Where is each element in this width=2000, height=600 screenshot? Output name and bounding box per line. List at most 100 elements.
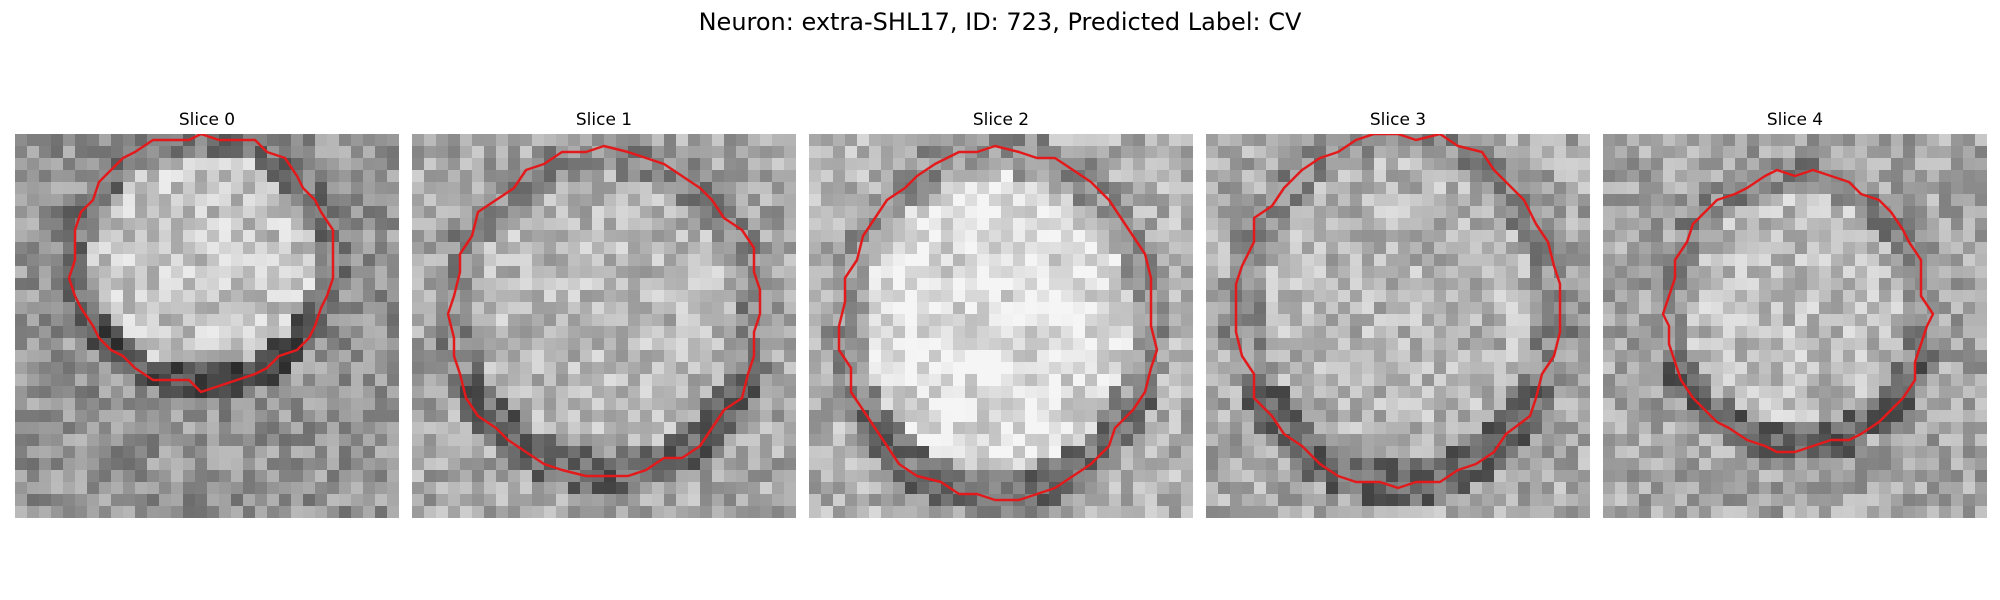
pixel-cell: [375, 338, 388, 351]
pixel-cell: [1434, 314, 1447, 327]
pixel-cell: [1314, 434, 1327, 447]
slice-image-1: [412, 134, 796, 518]
pixel-cell: [905, 446, 918, 459]
pixel-cell: [1350, 506, 1363, 518]
pixel-cell: [676, 146, 689, 159]
pixel-cell: [460, 194, 473, 207]
pixel-cell: [1518, 158, 1531, 171]
pixel-cell: [1530, 158, 1543, 171]
pixel-cell: [339, 494, 352, 507]
pixel-cell: [1939, 242, 1952, 255]
pixel-cell: [147, 230, 160, 243]
pixel-cell: [363, 338, 376, 351]
pixel-cell: [412, 506, 425, 518]
pixel-cell: [15, 386, 28, 399]
pixel-cell: [1554, 422, 1567, 435]
pixel-cell: [1398, 146, 1411, 159]
pixel-cell: [1133, 134, 1146, 147]
pixel-cell: [39, 338, 52, 351]
pixel-cell: [1819, 362, 1832, 375]
pixel-cell: [1025, 182, 1038, 195]
pixel-cell: [291, 410, 304, 423]
pixel-cell: [592, 482, 605, 495]
pixel-cell: [1181, 494, 1193, 507]
pixel-cell: [183, 302, 196, 315]
pixel-cell: [833, 506, 846, 518]
pixel-cell: [821, 422, 834, 435]
pixel-cell: [27, 506, 40, 518]
pixel-cell: [1302, 146, 1315, 159]
pixel-cell: [1566, 494, 1579, 507]
pixel-cell: [171, 386, 184, 399]
pixel-cell: [1410, 506, 1423, 518]
pixel-cell: [436, 374, 449, 387]
pixel-cell: [881, 458, 894, 471]
pixel-cell: [279, 398, 292, 411]
pixel-cell: [1157, 218, 1170, 231]
pixel-cell: [989, 410, 1002, 423]
pixel-cell: [544, 218, 557, 231]
pixel-cell: [351, 434, 364, 447]
pixel-cell: [460, 134, 473, 147]
pixel-cell: [351, 482, 364, 495]
pixel-cell: [472, 278, 485, 291]
pixel-cell: [1290, 362, 1303, 375]
pixel-cell: [1506, 434, 1519, 447]
pixel-cell: [183, 158, 196, 171]
pixel-cell: [1482, 338, 1495, 351]
pixel-cell: [1157, 338, 1170, 351]
pixel-cell: [279, 362, 292, 375]
pixel-cell: [15, 242, 28, 255]
pixel-cell: [436, 254, 449, 267]
pixel-cell: [1218, 134, 1231, 147]
pixel-cell: [1542, 434, 1555, 447]
pixel-cell: [556, 470, 569, 483]
pixel-cell: [616, 374, 629, 387]
pixel-cell: [327, 302, 340, 315]
pixel-cell: [929, 350, 942, 363]
pixel-cell: [544, 242, 557, 255]
pixel-cell: [1639, 170, 1652, 183]
pixel-cell: [1783, 338, 1796, 351]
pixel-cell: [484, 410, 497, 423]
pixel-cell: [123, 374, 136, 387]
pixel-cell: [1025, 314, 1038, 327]
pixel-cell: [1350, 470, 1363, 483]
pixel-cell: [1169, 266, 1182, 279]
pixel-cell: [375, 242, 388, 255]
pixel-cell: [1927, 134, 1940, 147]
pixel-cell: [941, 458, 954, 471]
pixel-cell: [63, 230, 76, 243]
pixel-cell: [905, 410, 918, 423]
pixel-cell: [869, 446, 882, 459]
pixel-cell: [1061, 338, 1074, 351]
pixel-cell: [1278, 278, 1291, 291]
pixel-cell: [303, 146, 316, 159]
pixel-cell: [424, 314, 437, 327]
pixel-cell: [1651, 350, 1664, 363]
pixel-cell: [291, 422, 304, 435]
pixel-cell: [592, 362, 605, 375]
pixel-cell: [1446, 218, 1459, 231]
pixel-cell: [1169, 242, 1182, 255]
pixel-cell: [1290, 410, 1303, 423]
pixel-cell: [1085, 362, 1098, 375]
pixel-cell: [1169, 278, 1182, 291]
pixel-cell: [1458, 326, 1471, 339]
pixel-cell: [809, 194, 822, 207]
pixel-cell: [893, 482, 906, 495]
pixel-cell: [472, 266, 485, 279]
pixel-cell: [508, 170, 521, 183]
pixel-cell: [75, 386, 88, 399]
pixel-cell: [1097, 350, 1110, 363]
pixel-cell: [760, 350, 773, 363]
pixel-cell: [893, 194, 906, 207]
pixel-cell: [628, 242, 641, 255]
pixel-cell: [484, 470, 497, 483]
pixel-cell: [556, 410, 569, 423]
pixel-cell: [833, 290, 846, 303]
pixel-cell: [640, 218, 653, 231]
pixel-cell: [1218, 266, 1231, 279]
pixel-cell: [1386, 446, 1399, 459]
pixel-cell: [424, 386, 437, 399]
